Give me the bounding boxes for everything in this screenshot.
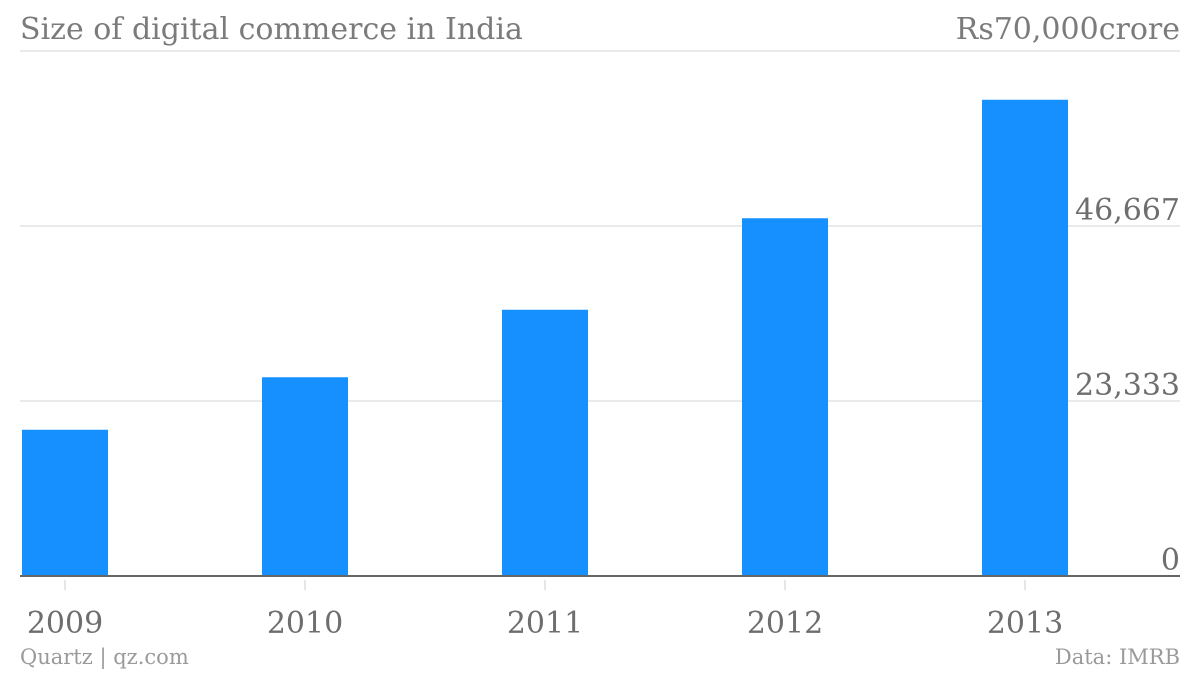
y-tick-label: 46,667 <box>1075 193 1180 228</box>
bar-2009 <box>22 429 108 576</box>
x-tick-label: 2010 <box>267 606 343 641</box>
bar-2013 <box>982 99 1068 576</box>
x-tick-label: 2013 <box>987 606 1063 641</box>
y-axis-max-label: Rs70,000crore <box>955 12 1180 47</box>
bar-2011 <box>502 309 588 576</box>
x-tick-label: 2009 <box>27 606 103 641</box>
chart-title: Size of digital commerce in India <box>20 12 523 47</box>
credit-text: Quartz | qz.com <box>20 645 189 669</box>
bar-2010 <box>262 377 348 576</box>
x-tick-label: 2012 <box>747 606 823 641</box>
source-text: Data: IMRB <box>1054 645 1180 669</box>
x-tick-label: 2011 <box>507 606 583 641</box>
bar-2012 <box>742 218 828 576</box>
y-tick-label: 23,333 <box>1075 368 1180 403</box>
y-tick-label: 0 <box>1161 543 1180 578</box>
